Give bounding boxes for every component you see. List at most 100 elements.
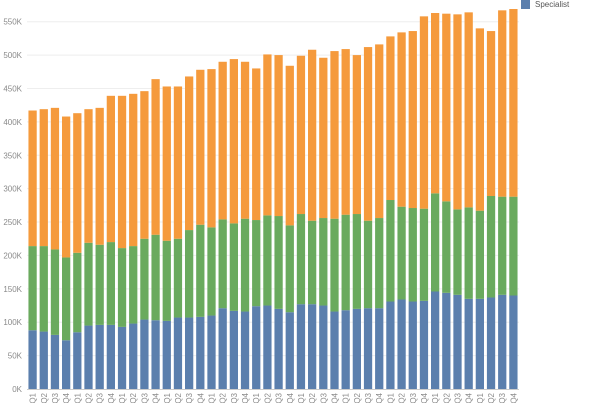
bar-segment-series-1 (375, 218, 384, 309)
bar-segment-series-2 (28, 110, 37, 247)
bar-segment-series-0 (106, 324, 115, 389)
bar-segment-series-0 (252, 306, 261, 389)
bar-segment-series-2 (319, 57, 328, 219)
bar-segment-series-1 (117, 248, 127, 327)
bar-segment-series-2 (185, 76, 194, 231)
x-tick-label: Q1 (118, 392, 127, 403)
bar-segment-series-2 (431, 13, 440, 194)
bar-segment-series-1 (453, 209, 462, 295)
bar-segment-series-1 (173, 238, 183, 318)
bar-segment-series-1 (397, 206, 406, 300)
bar-segment-series-1 (263, 215, 272, 306)
bar-segment-series-1 (352, 214, 361, 309)
bar-segment-series-0 (39, 331, 48, 389)
bar-segment-series-0 (162, 320, 171, 389)
x-tick-label: Q4 (107, 392, 116, 403)
bar-segment-series-1 (162, 240, 171, 321)
bar-segment-series-1 (140, 238, 149, 320)
x-tick-label: Q3 (140, 392, 149, 403)
bar-segment-series-1 (486, 196, 496, 298)
bar-segment-series-1 (319, 218, 328, 306)
bar-segment-series-0 (341, 310, 350, 389)
bar-segment-series-0 (196, 316, 205, 389)
bar-segment-series-2 (464, 12, 473, 208)
bar-segment-series-0 (28, 330, 37, 389)
bar-segment-series-0 (330, 311, 339, 389)
x-tick-label: Q1 (342, 392, 351, 403)
bar-segment-series-0 (129, 323, 138, 389)
bar-segment-series-1 (408, 208, 417, 302)
y-tick-label: 350K (3, 151, 22, 160)
bar-segment-series-2 (218, 61, 227, 220)
bar-segment-series-2 (117, 95, 127, 249)
x-tick-label: Q4 (62, 392, 71, 403)
bar-segment-series-1 (207, 227, 216, 316)
bar-segment-series-2 (397, 32, 406, 207)
x-tick-label: Q1 (29, 392, 38, 403)
y-tick-label: 100K (3, 318, 22, 327)
bar-segment-series-1 (129, 246, 138, 324)
bar-segment-series-2 (509, 9, 518, 197)
bar-segment-series-0 (173, 317, 183, 389)
bar-segment-series-2 (229, 59, 238, 224)
bar-segment-series-1 (475, 210, 484, 299)
bar-segment-series-1 (218, 219, 227, 309)
bar-segment-series-2 (386, 36, 395, 201)
x-tick-label: Q3 (185, 392, 194, 403)
bar-segment-series-0 (498, 294, 507, 389)
bar-segment-series-1 (274, 216, 283, 309)
y-tick-label: 200K (3, 251, 22, 260)
x-tick-label: Q1 (297, 392, 306, 403)
bar-segment-series-1 (363, 220, 373, 309)
y-tick-label: 450K (3, 84, 22, 93)
bar-segment-series-0 (274, 308, 283, 389)
bar-segment-series-1 (498, 196, 507, 295)
bar-segment-series-0 (442, 292, 451, 389)
bar-segment-series-0 (486, 297, 496, 389)
bar-segment-series-1 (252, 220, 261, 307)
bar-segment-series-2 (95, 107, 104, 245)
x-tick-label: Q2 (308, 392, 317, 403)
x-tick-label: Q1 (252, 392, 261, 403)
bar-segment-series-2 (240, 61, 250, 219)
bar-segment-series-2 (207, 69, 216, 228)
x-tick-label: Q2 (85, 392, 94, 403)
y-tick-label: 50K (8, 352, 23, 361)
bar-segment-series-0 (140, 319, 149, 389)
x-tick-label: Q3 (230, 392, 239, 403)
legend-label-specialist: Specialist (535, 0, 570, 9)
x-tick-label: Q2 (219, 392, 228, 403)
bar-segment-series-0 (263, 305, 272, 389)
y-tick-label: 250K (3, 218, 22, 227)
x-tick-label: Q4 (331, 392, 340, 403)
bar-segment-series-2 (352, 55, 361, 215)
bar-segment-series-2 (419, 16, 429, 209)
bar-segment-series-0 (50, 334, 60, 389)
x-tick-label: Q4 (420, 392, 429, 403)
x-tick-label: Q4 (375, 392, 384, 403)
bar-segment-series-1 (106, 242, 115, 325)
x-tick-label: Q1 (73, 392, 82, 403)
bar-segment-series-2 (341, 49, 350, 215)
x-tick-label: Q2 (487, 392, 496, 403)
bar-segment-series-2 (162, 86, 171, 241)
bar-segment-series-1 (285, 225, 294, 313)
bar-segment-series-1 (509, 196, 518, 296)
bar-segment-series-2 (486, 31, 496, 196)
bar-segment-series-0 (431, 291, 440, 389)
bar-segment-series-2 (140, 91, 149, 239)
bar-segment-series-1 (229, 223, 238, 311)
bar-segment-series-2 (408, 31, 417, 209)
legend: Specialist (521, 0, 569, 9)
bar-segment-series-2 (50, 107, 60, 250)
bar-segment-series-1 (28, 246, 37, 331)
bar-segment-series-1 (196, 224, 205, 317)
x-tick-label: Q1 (431, 392, 440, 403)
bar-segment-series-1 (73, 252, 82, 333)
bar-segment-series-1 (341, 214, 350, 311)
bar-segment-series-2 (129, 93, 138, 247)
bar-segment-series-0 (95, 324, 104, 389)
x-tick-label: Q1 (386, 392, 395, 403)
x-tick-label: Q3 (319, 392, 328, 403)
bar-segment-series-2 (73, 113, 82, 253)
